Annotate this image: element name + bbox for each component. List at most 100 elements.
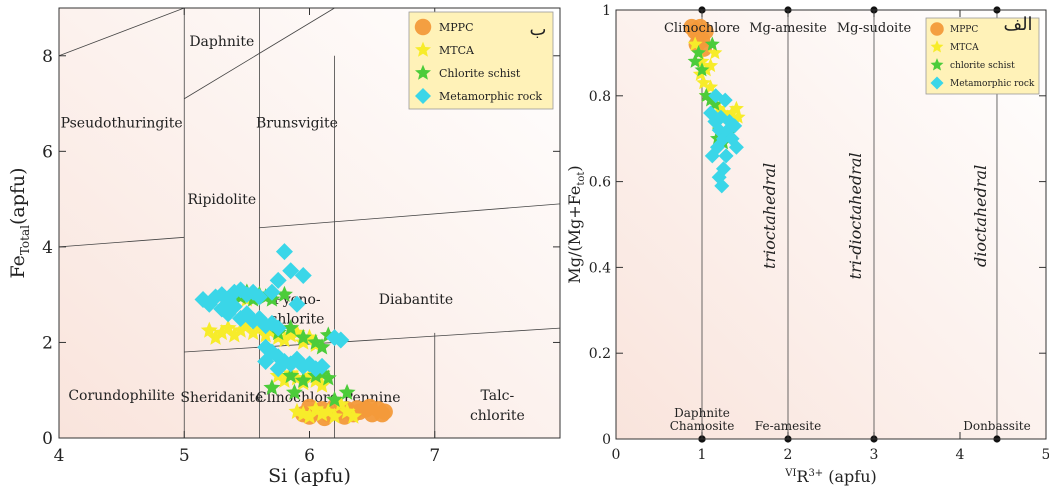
legend-marker [415,88,431,104]
legend-label: Metamorphic rock [439,90,542,103]
point-chlorite-schist [313,338,331,355]
point-mtca [213,323,231,341]
x-tick-label: 7 [429,446,440,466]
x-axis-label-main: R [796,467,809,486]
endmember-label: Chamosite [670,419,735,433]
point-mtca [301,407,318,424]
point-metamorphic-rock [269,360,287,378]
point-chlorite-schist [263,378,281,396]
legend-label: chlorite schist [950,61,1015,71]
point-metamorphic-rock [294,267,312,285]
legend-label: MTCA [950,43,979,53]
x-tick-label: 1 [698,447,707,463]
point-metamorphic-rock [244,283,262,301]
point-mtca [275,331,293,348]
point-mppc [692,18,709,36]
y-axis-label-close: ) [565,165,584,171]
point-mtca [207,328,225,345]
point-chlorite-schist [704,36,720,51]
point-metamorphic-rock [714,178,730,194]
point-chlorite-schist [691,45,707,60]
endmember-label: Mg-amesite [749,21,827,36]
x-tick-label: 3 [870,447,879,463]
chlorite-fe-si-panel: Daphnite Pseudothuringite Brunsvigite Ripid… [7,7,561,487]
point-metamorphic-rock [332,331,350,349]
field-boundary [259,203,561,229]
y-tick-label: 4 [42,238,53,258]
region-label: Ripidolite [187,192,256,208]
point-mtca [244,323,262,341]
endmember-label: Donbassite [963,419,1031,433]
point-metamorphic-rock [225,298,243,316]
legend-label: MPPC [439,21,473,34]
field-boundary [58,7,185,57]
y-tick-label: 2 [42,333,53,353]
x-tick-label: 6 [304,446,315,466]
point-mtca [326,407,344,424]
y-tick-label: 0.4 [589,260,611,276]
x-tick-label: 4 [956,447,965,463]
point-mtca [275,371,293,388]
y-tick-label: 0 [42,429,53,449]
field-boundary [58,236,185,248]
point-mtca [282,326,300,343]
legend-label: MTCA [439,44,475,57]
legend-label: Chlorite schist [439,67,521,80]
point-chlorite-schist [319,369,337,386]
point-chlorite-schist [338,383,356,400]
region-label: chlorite [270,311,325,327]
point-metamorphic-rock [718,148,734,164]
legend-label: MPPC [950,25,978,35]
point-chlorite-schist [694,62,710,77]
x-tick-label: 5 [179,446,190,466]
point-metamorphic-rock [250,288,268,306]
legend-marker [415,41,431,57]
region-label: Pseudothuringite [61,115,183,131]
field-boundary [184,327,561,353]
point-mppc [373,405,391,423]
x-tick-label: 0 [612,447,621,463]
y-axis-label-main: Mg/(Mg+Fe [565,186,584,284]
legend-marker [930,76,944,90]
point-chlorite-schist [282,319,300,336]
point-metamorphic-rock [275,243,293,261]
point-metamorphic-rock [263,283,281,301]
chlorite-mg-r3-panel: trioctahedral tri-dioctahedral dioctahedra… [565,3,1049,486]
y-tick-label: 0 [602,432,611,448]
panel-label: الف [1003,14,1032,35]
point-metamorphic-rock [288,295,306,313]
field-label: trioctahedral [760,163,779,269]
legend-marker [930,40,944,53]
region-label: Corundophilite [68,388,175,404]
y-tick-label: 0.8 [589,89,611,105]
point-metamorphic-rock [244,312,262,330]
point-metamorphic-rock [257,353,275,371]
point-mtca [313,405,331,422]
endmember-label: Daphnite [674,406,730,420]
point-mtca [728,100,744,116]
point-chlorite-schist [326,390,344,407]
plot-frame [615,9,1047,440]
point-chlorite-schist [275,285,293,302]
x-tick-label: 5 [1042,447,1049,463]
field-label: tri-dioctahedral [846,152,865,279]
field-label: dioctahedral [971,165,990,267]
point-metamorphic-rock [717,92,733,108]
point-mtca [707,45,723,60]
region-label: Daphnite [189,34,254,50]
y-axis-label-sub: tot [576,172,587,186]
x-axis-label-sup: 3+ [808,468,823,479]
region-label: Talc- [481,388,515,404]
y-axis-label: Mg/(Mg+Fetot) [565,165,587,283]
point-mtca [232,321,250,338]
endmember-label: Clinochlore [664,21,740,36]
point-metamorphic-rock [313,357,331,375]
y-axis-label: FeTotal(apfu) [7,167,32,278]
panel-label: ب [530,19,547,40]
point-mtca [225,326,243,343]
point-mppc [361,398,378,416]
y-tick-label: 6 [42,142,53,162]
point-chlorite-schist [687,53,703,68]
y-axis-label-main: Fe [7,255,29,278]
